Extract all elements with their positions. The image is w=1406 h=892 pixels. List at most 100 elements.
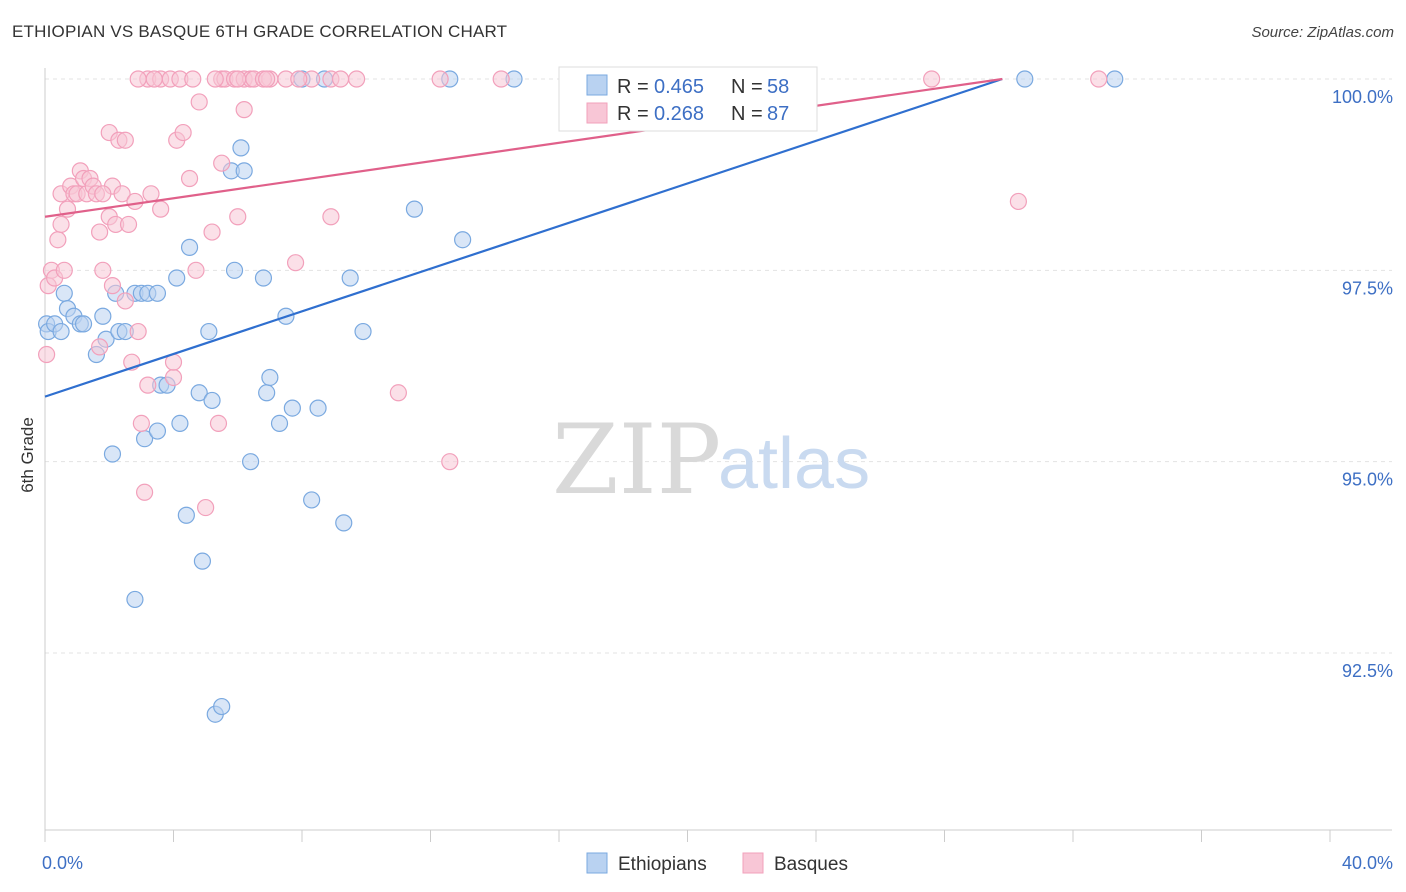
basques-point-47 <box>203 223 221 241</box>
y-tick-label-1: 97.5% <box>1342 278 1393 298</box>
basques-point-43 <box>180 169 199 188</box>
basques-point-30 <box>119 215 138 234</box>
basques-point-42 <box>174 123 192 142</box>
basques-point-85 <box>145 70 163 88</box>
ethiopians-point-10 <box>94 307 112 325</box>
y-tick-labels: 100.0% 97.5% 95.0% 92.5% <box>1332 87 1393 681</box>
basques-point-83 <box>229 70 247 88</box>
ethiopians-trend-line <box>44 77 1003 398</box>
basques-point-81 <box>184 70 202 88</box>
basques-point-4 <box>49 231 67 249</box>
basques-point-50 <box>229 208 247 226</box>
ethiopians-point-18 <box>148 284 167 302</box>
ethiopians-point-30 <box>200 322 218 341</box>
basques-point-74 <box>492 70 510 88</box>
basques-point-51 <box>235 101 253 119</box>
basques-point-18 <box>91 223 109 241</box>
ethiopians-point-37 <box>235 162 253 180</box>
basques-point-72 <box>348 70 366 88</box>
basques-point-86 <box>258 70 276 88</box>
legend-r-value-0: 0.465 <box>654 76 704 98</box>
basques-point-55 <box>441 453 459 471</box>
basques-point-76 <box>923 70 941 88</box>
basques-point-19 <box>91 338 109 356</box>
basques-point-36 <box>139 376 157 394</box>
ethiopians-point-4 <box>55 284 73 302</box>
ethiopians-point-21 <box>148 422 167 440</box>
chart-title: ETHIOPIAN VS BASQUE 6TH GRADE CORRELATIO… <box>12 22 508 41</box>
basques-point-56 <box>1009 192 1027 211</box>
basques-point-80 <box>129 70 147 88</box>
ethiopians-point-25 <box>171 414 189 432</box>
x-tick-label-1: 40.0% <box>1342 853 1393 873</box>
basques-point-28 <box>113 185 131 203</box>
ethiopians-point-40 <box>258 384 276 402</box>
basques-point-48 <box>209 414 228 432</box>
data-points <box>38 70 1124 723</box>
legend-n-value-1: 87 <box>767 103 789 125</box>
legend-r-value-1: 0.268 <box>654 103 704 125</box>
ethiopians-point-57 <box>1016 70 1034 88</box>
ethiopians-point-24 <box>168 269 186 287</box>
basques-point-77 <box>1090 70 1108 88</box>
source-label: Source: ZipAtlas.com <box>1251 24 1394 41</box>
ethiopians-point-35 <box>225 261 244 279</box>
basques-point-34 <box>132 414 150 432</box>
y-axis-label: 6th Grade <box>18 417 37 493</box>
y-tick-label-2: 95.0% <box>1342 470 1393 490</box>
basques-point-24 <box>103 277 122 295</box>
ethiopians-point-50 <box>405 200 424 218</box>
y-tick-label-0: 100.0% <box>1332 87 1393 107</box>
basques-point-79 <box>331 70 350 88</box>
ethiopians-point-58 <box>1106 70 1124 88</box>
ethiopians-point-45 <box>303 491 321 509</box>
legend-r-label-0: R = <box>617 76 649 98</box>
ethiopians-point-19 <box>103 445 122 463</box>
basques-point-73 <box>431 70 449 88</box>
bottom-legend-basques: Basques <box>774 854 848 875</box>
legend-r-label-1: R = <box>617 103 649 125</box>
ethiopians-point-48 <box>341 269 359 287</box>
basques-trend-line <box>44 77 1003 218</box>
ethiopians-point-38 <box>242 453 260 471</box>
ethiopians-point-3 <box>52 322 70 341</box>
basques-point-39 <box>164 368 183 387</box>
x-tick-label-0: 0.0% <box>42 853 83 873</box>
watermark-zip: ZIP <box>552 404 721 516</box>
basques-point-32 <box>126 192 144 211</box>
watermark-atlas: atlas <box>718 424 870 504</box>
basques-point-44 <box>187 261 205 279</box>
x-tick-labels: 0.0% 40.0% <box>42 853 1393 873</box>
ethiopians-point-46 <box>309 399 327 417</box>
ethiopians-point-39 <box>254 269 273 287</box>
legend-n-label-0: N = <box>731 76 763 98</box>
ethiopians-point-27 <box>180 238 199 256</box>
basques-point-54 <box>389 384 407 402</box>
basques-point-52 <box>286 254 305 272</box>
bottom-legend-swatch-ethiopians <box>586 852 608 874</box>
basques-point-35 <box>135 483 154 501</box>
basques-point-29 <box>116 292 134 310</box>
ethiopians-point-31 <box>203 391 221 410</box>
basques-point-46 <box>197 498 215 517</box>
legend-bottom: Ethiopians Basques <box>586 852 848 875</box>
ethiopians-point-49 <box>354 322 372 341</box>
ethiopians-point-36 <box>232 139 250 157</box>
basques-point-57 <box>94 185 112 203</box>
axes <box>44 68 1392 842</box>
ethiopians-point-28 <box>190 384 208 402</box>
bottom-legend-ethiopians: Ethiopians <box>618 854 707 875</box>
ethiopians-point-26 <box>177 506 195 524</box>
basques-point-5 <box>52 215 70 234</box>
legend-swatch-basques <box>586 102 608 124</box>
basques-point-53 <box>322 208 340 226</box>
ethiopians-point-47 <box>335 514 353 532</box>
basques-point-45 <box>190 93 208 111</box>
legend-swatch-ethiopians <box>586 74 608 96</box>
ethiopians-point-52 <box>454 231 472 249</box>
ethiopians-point-51 <box>126 590 144 609</box>
legend-top: R = 0.465 N = 58 R = 0.268 N = 87 <box>558 66 818 132</box>
ethiopians-point-41 <box>261 368 279 387</box>
watermark: ZIP atlas <box>552 404 870 516</box>
